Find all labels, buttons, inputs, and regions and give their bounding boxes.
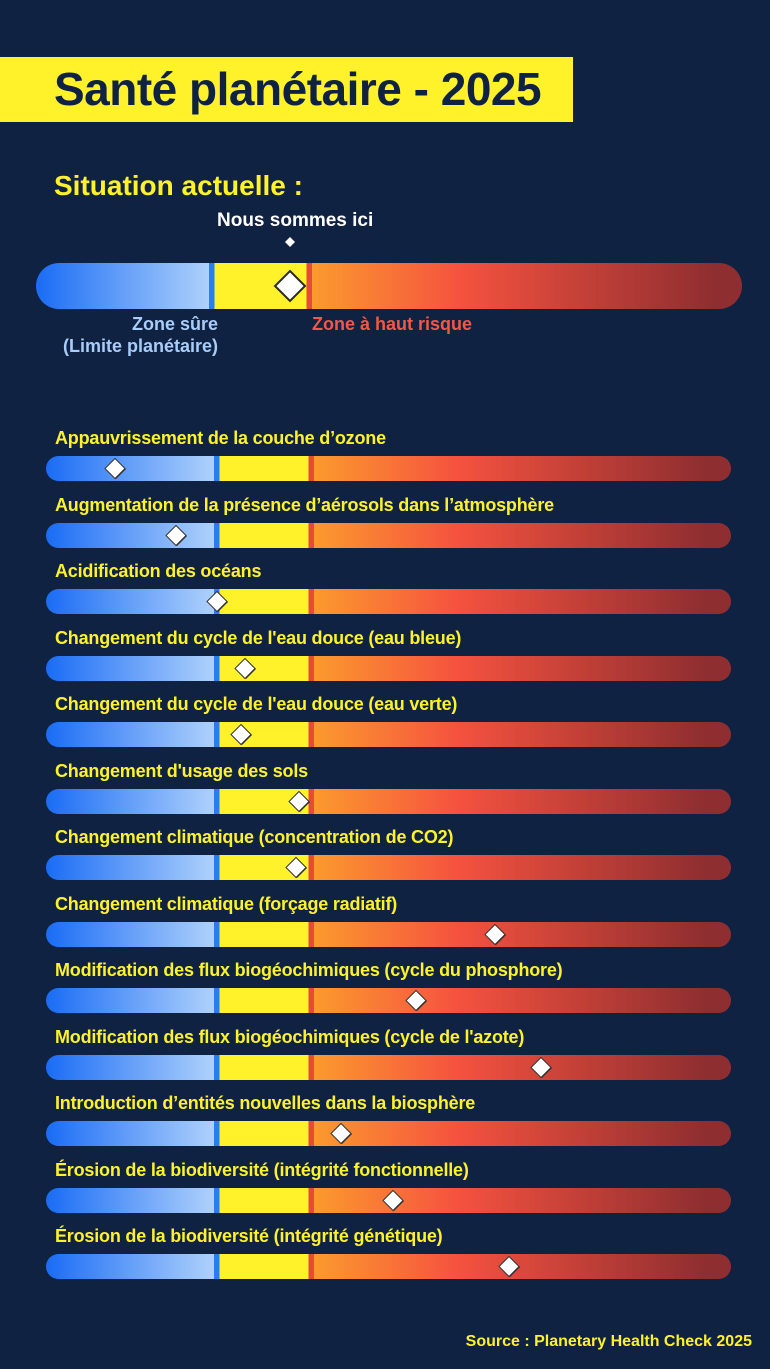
boundary-position-marker bbox=[329, 1122, 352, 1144]
boundary-label: Appauvrissement de la couche d’ozone bbox=[55, 428, 386, 448]
boundary-scale-bar bbox=[46, 1254, 731, 1279]
boundary-scale-bar bbox=[46, 1055, 731, 1080]
boundary-label: Modification des flux biogéochimiques (c… bbox=[55, 960, 563, 980]
boundary-scale-bar bbox=[46, 922, 731, 947]
boundary-position-marker bbox=[103, 457, 126, 479]
source-credit: Source : Planetary Health Check 2025 bbox=[465, 1333, 752, 1350]
boundary-scale-bar bbox=[46, 1121, 731, 1146]
boundary-position-marker bbox=[483, 923, 506, 945]
boundary-scale-bar bbox=[46, 456, 731, 481]
section-subtitle: Situation actuelle : bbox=[54, 170, 303, 201]
boundary-scale-bar bbox=[46, 523, 731, 548]
boundary-label: Augmentation de la présence d’aérosols d… bbox=[55, 495, 554, 515]
boundary-scale-bar bbox=[46, 789, 731, 814]
main-risk-scale bbox=[36, 263, 742, 309]
boundary-label: Modification des flux biogéochimiques (c… bbox=[55, 1027, 525, 1047]
current-position-label: Nous sommes ici bbox=[217, 210, 374, 231]
boundary-label: Changement climatique (forçage radiatif) bbox=[55, 894, 398, 914]
boundary-scale-bar bbox=[46, 855, 731, 880]
boundary-position-marker bbox=[530, 1056, 553, 1078]
boundary-scale-bar bbox=[46, 656, 731, 681]
high-risk-zone-label: Zone à haut risque bbox=[312, 314, 473, 334]
boundary-label: Changement du cycle de l'eau douce (eau … bbox=[55, 694, 458, 714]
boundary-label: Changement du cycle de l'eau douce (eau … bbox=[55, 628, 462, 648]
boundary-scale-bar bbox=[46, 589, 731, 614]
boundary-label: Introduction d’entités nouvelles dans la… bbox=[55, 1093, 476, 1113]
boundary-position-marker bbox=[206, 590, 229, 612]
boundary-position-marker bbox=[288, 790, 311, 812]
boundary-scale-bar bbox=[46, 722, 731, 747]
title-banner: Santé planétaire - 2025 bbox=[0, 57, 573, 122]
boundary-position-marker bbox=[285, 856, 308, 878]
safe-zone-label: Zone sûre bbox=[131, 314, 218, 334]
boundary-scale-bar bbox=[46, 988, 731, 1013]
boundary-position-marker bbox=[498, 1255, 521, 1277]
boundary-position-marker bbox=[233, 657, 256, 679]
boundary-label: Érosion de la biodiversité (intégrité fo… bbox=[55, 1160, 469, 1180]
planetary-limit-label: (Limite planétaire) bbox=[62, 336, 218, 356]
boundary-position-marker bbox=[230, 723, 253, 745]
boundary-position-marker bbox=[405, 989, 427, 1011]
boundary-position-marker bbox=[381, 1189, 404, 1211]
boundary-position-marker bbox=[165, 524, 188, 546]
pointer-diamond-icon bbox=[285, 237, 295, 247]
safe-zone-legend: Zone sûre (Limite planétaire) bbox=[40, 313, 218, 357]
page-title: Santé planétaire - 2025 bbox=[54, 63, 542, 115]
boundary-label: Érosion de la biodiversité (intégrité gé… bbox=[55, 1226, 443, 1246]
current-position-marker bbox=[273, 269, 307, 303]
boundary-label: Changement climatique (concentration de … bbox=[55, 827, 454, 847]
boundary-label: Changement d'usage des sols bbox=[55, 761, 308, 781]
boundary-label: Acidification des océans bbox=[55, 561, 262, 581]
